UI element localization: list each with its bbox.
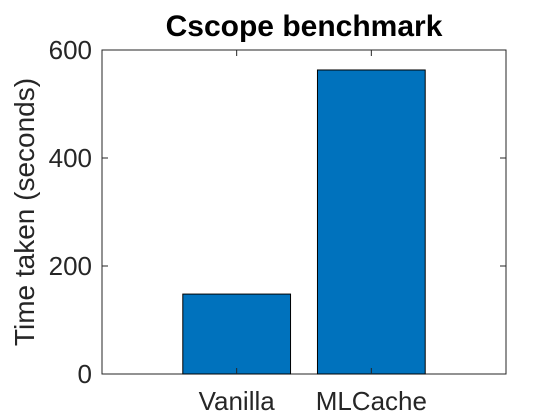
axes-box [101, 49, 507, 375]
y-tick-label: 400 [49, 143, 92, 173]
y-tick-label: 200 [49, 251, 92, 281]
y-tick-label: 600 [49, 35, 92, 65]
x-tick-label: MLCache [316, 386, 427, 416]
chart-title: Cscope benchmark [166, 10, 443, 43]
x-tick-label: Vanilla [199, 386, 276, 416]
y-tick-label: 0 [78, 359, 92, 389]
plot-area: 0 200 400 600 Vanilla MLCache [49, 35, 507, 416]
y-axis-label: Time taken (seconds) [9, 78, 40, 346]
bar-vanilla [182, 293, 292, 375]
bar-mlcache [316, 69, 426, 375]
